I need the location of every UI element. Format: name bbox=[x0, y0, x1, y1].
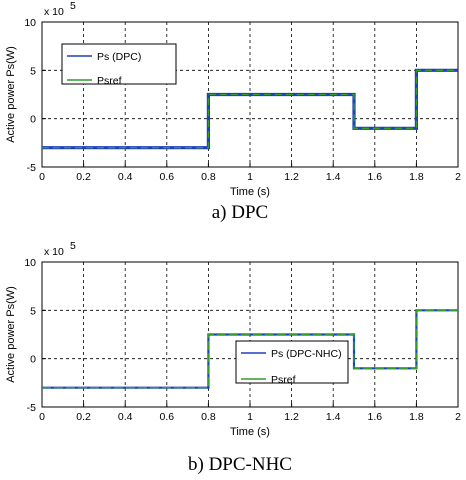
x-tick-label: 0.6 bbox=[159, 411, 174, 423]
x-tick-label: 1.8 bbox=[409, 411, 424, 423]
y-tick-label: 5 bbox=[30, 65, 36, 77]
x-tick-label: 1.2 bbox=[284, 171, 299, 183]
x-tick-label: 1.2 bbox=[284, 411, 299, 423]
x-tick-label: 0.2 bbox=[76, 411, 91, 423]
y-axis-label: Active power Ps(W) bbox=[5, 286, 17, 383]
x-axis-label: Time (s) bbox=[230, 186, 270, 198]
y-tick-label: 0 bbox=[30, 354, 36, 366]
legend-label: Psref bbox=[97, 75, 122, 87]
x-tick-label: 1.8 bbox=[409, 171, 424, 183]
x-tick-label: 0 bbox=[39, 171, 45, 183]
figure-caption: a) DPC bbox=[212, 202, 268, 223]
x-tick-label: 1 bbox=[247, 171, 253, 183]
y-exponent-label: x 10 bbox=[44, 246, 64, 258]
legend: Ps (DPC) Psref bbox=[61, 43, 177, 87]
x-axis-label: Time (s) bbox=[230, 426, 270, 438]
x-tick-label: 1.4 bbox=[326, 411, 341, 423]
legend-label: Psref bbox=[271, 374, 296, 386]
x-tick-label: 0.8 bbox=[201, 171, 216, 183]
y-tick-label: 0 bbox=[30, 114, 36, 126]
y-tick-label: 10 bbox=[24, 17, 36, 29]
y-tick-label: 10 bbox=[24, 257, 36, 269]
x-tick-label: 0 bbox=[39, 411, 45, 423]
legend-label: Ps (DPC) bbox=[97, 51, 141, 63]
x-tick-label: 1 bbox=[247, 411, 253, 423]
legend: Ps (DPC-NHC) Psref bbox=[235, 340, 349, 386]
y-tick-label: -5 bbox=[27, 402, 36, 414]
x-tick-label: 1.4 bbox=[326, 171, 341, 183]
x-tick-label: 2 bbox=[455, 171, 461, 183]
x-tick-label: 0.8 bbox=[201, 411, 216, 423]
legend-label: Ps (DPC-NHC) bbox=[271, 348, 342, 360]
x-tick-label: 0.6 bbox=[159, 171, 174, 183]
x-tick-label: 1.6 bbox=[367, 411, 382, 423]
series-line-psref bbox=[42, 309, 458, 389]
x-tick-label: 2 bbox=[455, 411, 461, 423]
figure-caption: b) DPC-NHC bbox=[188, 454, 292, 475]
y-exponent-label: x 10 bbox=[44, 6, 64, 18]
legend-box bbox=[61, 43, 177, 85]
legend-box bbox=[235, 340, 349, 384]
x-tick-label: 0.4 bbox=[118, 171, 133, 183]
y-tick-label: -5 bbox=[27, 162, 36, 174]
y-tick-label: 5 bbox=[30, 305, 36, 317]
x-tick-label: 0.2 bbox=[76, 171, 91, 183]
x-tick-label: 0.4 bbox=[118, 411, 133, 423]
y-exponent-power: 5 bbox=[70, 240, 76, 252]
series-line-psref bbox=[42, 69, 458, 149]
y-axis-label: Active power Ps(W) bbox=[5, 46, 17, 143]
y-exponent-power: 5 bbox=[70, 0, 76, 12]
x-tick-label: 1.6 bbox=[367, 171, 382, 183]
